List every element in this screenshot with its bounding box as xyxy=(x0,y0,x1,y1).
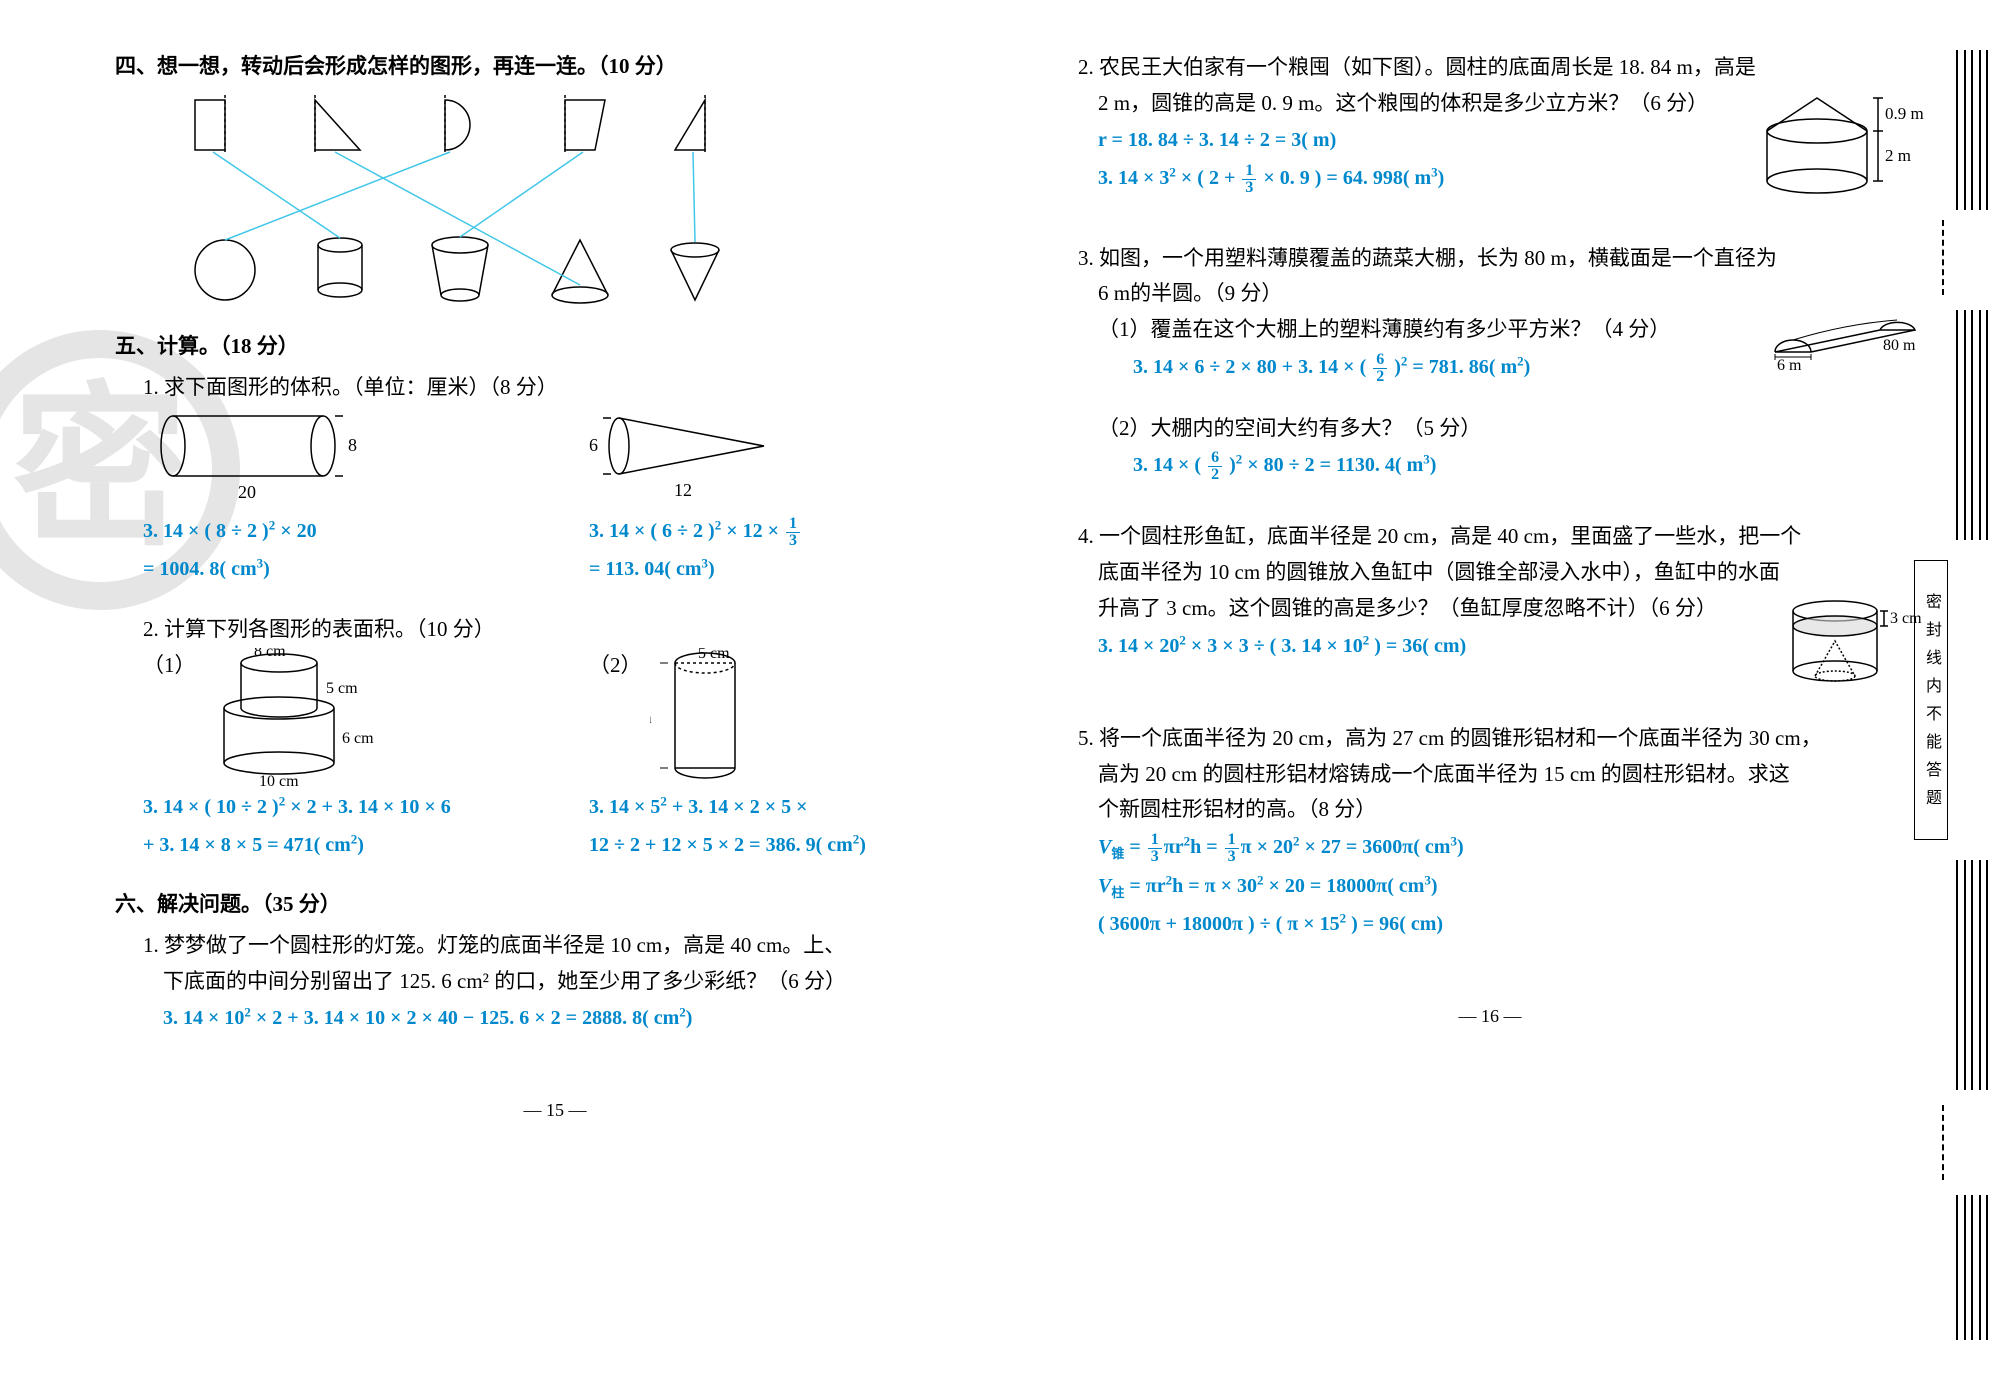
p5-1-text: 1. 求下面图形的体积。（单位：厘米）（8 分） xyxy=(143,370,995,406)
section-6-title: 六、解决问题。（35 分） xyxy=(115,888,995,918)
svg-text:80 m: 80 m xyxy=(1883,337,1916,354)
svg-text:6 m: 6 m xyxy=(1777,357,1802,374)
rotation-figure xyxy=(165,90,805,310)
ans-5-1a: 3. 14 × ( 8 ÷ 2 )2 × 20 = 1004. 8( cm3) xyxy=(143,512,549,588)
half-cyl-fig: 5 cm 12 cm xyxy=(650,648,800,788)
ans-6-3b: 3. 14 × ( 62 )2 × 80 ÷ 2 = 1130. 4( m3) xyxy=(1133,446,1930,484)
svg-text:2 m: 2 m xyxy=(1885,146,1911,165)
svg-text:20: 20 xyxy=(238,482,256,501)
svg-text:3 cm: 3 cm xyxy=(1890,610,1922,627)
ans-5-2a: 3. 14 × ( 10 ÷ 2 )2 × 2 + 3. 14 × 10 × 6… xyxy=(143,788,549,864)
section-4-title: 四、想一想，转动后会形成怎样的图形，再连一连。（10 分） xyxy=(115,50,995,80)
cone-fig: 6 12 xyxy=(589,406,789,501)
problem-5-2: 2. 计算下列各图形的表面积。（10 分） （1） 8 cm xyxy=(143,612,995,864)
tank-fig: 3 cm xyxy=(1780,591,1930,691)
section-5-title: 五、计算。（18 分） xyxy=(115,330,995,360)
label-2: （2） xyxy=(589,648,642,788)
svg-text:12: 12 xyxy=(674,480,692,500)
ans-5-1b: 3. 14 × ( 6 ÷ 2 )2 × 12 × 13 = 113. 04( … xyxy=(589,512,995,588)
problem-6-5: 5. 将一个底面半径为 20 cm，高为 27 cm 的圆锥形铝材和一个底面半径… xyxy=(1078,721,1930,943)
svg-text:12 cm: 12 cm xyxy=(650,710,652,727)
svg-text:5 cm: 5 cm xyxy=(326,680,358,697)
page-num-15: — 15 — xyxy=(115,1100,995,1121)
page-num-16: — 16 — xyxy=(1050,1006,1930,1027)
svg-text:6 cm: 6 cm xyxy=(342,730,374,747)
problem-6-4: 4. 一个圆柱形鱼缸，底面半径是 20 cm，高是 40 cm，里面盛了一些水，… xyxy=(1078,519,1930,690)
ans-6-5: V锥 = 13πr2h = 13π × 202 × 27 = 3600π( cm… xyxy=(1098,828,1930,943)
svg-text:0.9 m: 0.9 m xyxy=(1885,104,1924,123)
problem-6-3: 3. 如图，一个用塑料薄膜覆盖的蔬菜大棚，长为 80 m，横截面是一个直径为 6… xyxy=(1078,241,1930,485)
svg-text:8 cm: 8 cm xyxy=(254,648,286,660)
silo-fig: 0.9 m 2 m xyxy=(1755,86,1930,206)
ans-6-1: 3. 14 × 102 × 2 + 3. 14 × 10 × 2 × 40 − … xyxy=(163,999,995,1037)
svg-text:8: 8 xyxy=(348,435,357,455)
p5-2-text: 2. 计算下列各图形的表面积。（10 分） xyxy=(143,612,995,648)
greenhouse-fig: 80 m 6 m xyxy=(1765,302,1930,377)
svg-text:10 cm: 10 cm xyxy=(259,773,299,788)
stacked-cyl-fig: 8 cm 5 cm 6 cm 10 cm xyxy=(204,648,384,788)
svg-text:6: 6 xyxy=(589,435,598,455)
problem-6-2: 2. 农民王大伯家有一个粮囤（如下图）。圆柱的底面周长是 18. 84 m，高是… xyxy=(1078,50,1930,206)
problem-5-1: 1. 求下面图形的体积。（单位：厘米）（8 分） 8 20 3. 14 × ( … xyxy=(143,370,995,588)
ans-5-2b: 3. 14 × 52 + 3. 14 × 2 × 5 × 12 ÷ 2 + 12… xyxy=(589,788,995,864)
cylinder-fig: 8 20 xyxy=(143,406,363,501)
label-1: （1） xyxy=(143,648,196,788)
page-16: 2. 农民王大伯家有一个粮囤（如下图）。圆柱的底面周长是 18. 84 m，高是… xyxy=(1050,50,1930,967)
svg-text:5 cm: 5 cm xyxy=(698,648,730,662)
problem-6-1: 1. 梦梦做了一个圆柱形的灯笼。灯笼的底面半径是 10 cm，高是 40 cm。… xyxy=(143,928,995,1037)
page-15: 四、想一想，转动后会形成怎样的图形，再连一连。（10 分） 五、计算。（18 分… xyxy=(115,50,995,1061)
